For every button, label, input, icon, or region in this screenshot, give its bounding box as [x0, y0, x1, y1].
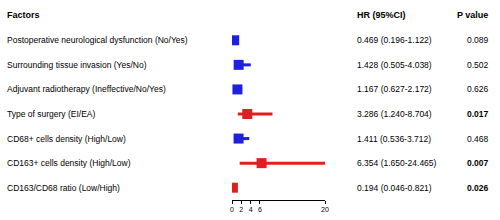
svg-text:Surrounding tissue invasion (Y: Surrounding tissue invasion (Yes/No) [7, 60, 147, 70]
svg-text:0.194 (0.046-0.821): 0.194 (0.046-0.821) [357, 183, 432, 193]
svg-text:6: 6 [258, 206, 262, 213]
svg-text:CD68+ cells density (High/Low): CD68+ cells density (High/Low) [7, 134, 126, 144]
svg-text:CD163+ cells density (High/Low: CD163+ cells density (High/Low) [7, 158, 131, 168]
svg-text:0.007: 0.007 [467, 158, 489, 168]
svg-text:0.626: 0.626 [467, 84, 489, 94]
svg-text:HR (95%CI): HR (95%CI) [357, 10, 406, 20]
svg-text:0.017: 0.017 [467, 109, 489, 119]
svg-text:0.502: 0.502 [467, 60, 489, 70]
svg-text:Adjuvant radiotherapy (Ineffec: Adjuvant radiotherapy (Ineffective/No/Ye… [7, 84, 166, 94]
svg-text:P value: P value [457, 10, 488, 20]
svg-text:0.026: 0.026 [467, 183, 489, 193]
svg-text:Postoperative neurological dys: Postoperative neurological dysfunction (… [7, 35, 188, 45]
svg-text:Factors: Factors [7, 10, 40, 20]
svg-text:4: 4 [249, 206, 253, 213]
svg-text:CD163/CD68 ratio (Low/High): CD163/CD68 ratio (Low/High) [7, 183, 120, 193]
svg-text:1.167 (0.627-2.172): 1.167 (0.627-2.172) [357, 84, 432, 94]
svg-text:0.469 (0.196-1.122): 0.469 (0.196-1.122) [357, 35, 432, 45]
svg-text:0.089: 0.089 [467, 35, 489, 45]
svg-text:Type of surgery (EI/EA): Type of surgery (EI/EA) [7, 109, 96, 119]
svg-text:20: 20 [321, 206, 329, 213]
svg-text:0.468: 0.468 [467, 134, 489, 144]
svg-text:0: 0 [230, 206, 234, 213]
svg-text:3.286 (1.240-8.704): 3.286 (1.240-8.704) [357, 109, 432, 119]
svg-text:1.411 (0.536-3.712): 1.411 (0.536-3.712) [357, 134, 431, 144]
svg-text:1.428 (0.505-4.038): 1.428 (0.505-4.038) [357, 60, 432, 70]
svg-text:6.354 (1.650-24.465): 6.354 (1.650-24.465) [357, 158, 437, 168]
svg-text:2: 2 [239, 206, 243, 213]
